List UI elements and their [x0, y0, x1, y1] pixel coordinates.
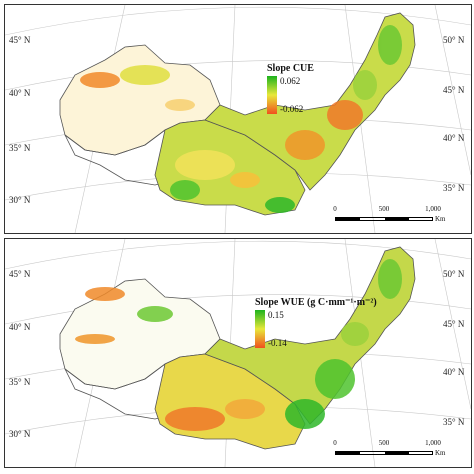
- lat-left-label: 35° N: [9, 143, 31, 153]
- lat-right-label: 35° N: [443, 183, 465, 193]
- lat-left-label: 30° N: [9, 195, 31, 205]
- scale-unit: Km: [435, 449, 446, 457]
- scale-bar: 0 500 1,000 Km: [333, 205, 445, 227]
- lat-left-label: 30° N: [9, 429, 31, 439]
- lat-right-label: 35° N: [443, 417, 465, 427]
- lat-right-label: 45° N: [443, 319, 465, 329]
- scale-bar: 0 500 1,000 Km: [333, 439, 445, 461]
- lat-left-label: 40° N: [9, 88, 31, 98]
- lat-left-label: 45° N: [9, 269, 31, 279]
- legend-max: 0.062: [280, 76, 301, 86]
- lat-right-label: 40° N: [443, 367, 465, 377]
- scale-tick: 0: [333, 439, 337, 447]
- color-ramp: [267, 76, 277, 114]
- scale-unit: Km: [435, 215, 446, 223]
- legend-title: Slope CUE: [267, 63, 314, 74]
- scale-tick: 0: [333, 205, 337, 213]
- lat-left-label: 35° N: [9, 377, 31, 387]
- legend-max: 0.15: [268, 310, 284, 320]
- scale-tick: 500: [378, 205, 390, 213]
- lat-left-label: 45° N: [9, 35, 31, 45]
- map-panel-cue: 45° N 40° N 35° N 30° N 50° N 45° N 40° …: [4, 4, 472, 234]
- legend-title: Slope WUE (g C·mm⁻¹·m⁻²): [255, 297, 377, 308]
- lat-right-label: 50° N: [443, 269, 465, 279]
- map-canvas-cue: [5, 5, 471, 233]
- color-ramp: [255, 310, 265, 348]
- lat-right-label: 45° N: [443, 85, 465, 95]
- lat-right-label: 40° N: [443, 133, 465, 143]
- map-panel-wue: 45° N 40° N 35° N 30° N 50° N 45° N 40° …: [4, 238, 472, 468]
- lat-left-label: 40° N: [9, 322, 31, 332]
- scale-tick: 1,000: [425, 439, 441, 447]
- lat-right-label: 50° N: [443, 35, 465, 45]
- scale-tick: 500: [378, 439, 390, 447]
- legend-min: -0.14: [268, 338, 287, 348]
- legend: Slope CUE 0.062 -0.062: [267, 63, 314, 114]
- legend: Slope WUE (g C·mm⁻¹·m⁻²) 0.15 -0.14: [255, 297, 377, 348]
- map-canvas-wue: [5, 239, 471, 467]
- legend-min: -0.062: [280, 104, 304, 114]
- scale-tick: 1,000: [425, 205, 441, 213]
